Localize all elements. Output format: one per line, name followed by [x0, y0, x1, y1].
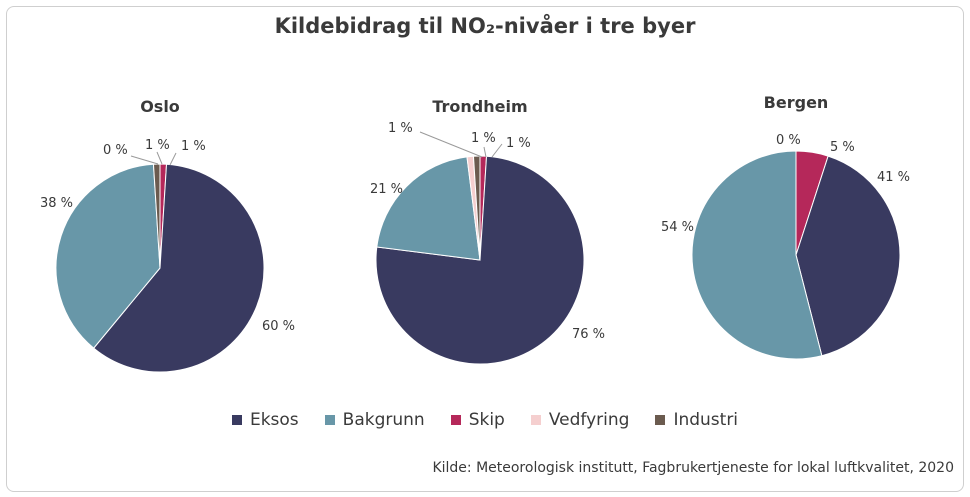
data-label-oslo-vedfyring: 0 %: [103, 143, 128, 158]
data-label-bergen-industri: 0 %: [776, 133, 801, 148]
leader-line-oslo-skip: [169, 152, 177, 166]
data-label-trondheim-skip: 1 %: [506, 136, 531, 151]
legend-label-industri: Industri: [673, 410, 739, 430]
data-label-bergen-bakgrunn: 54 %: [661, 220, 694, 235]
data-label-oslo-bakgrunn: 38 %: [40, 196, 73, 211]
data-label-trondheim-bakgrunn: 21 %: [370, 182, 403, 197]
legend: Eksos Bakgrunn Skip Vedfyring Industri: [0, 410, 970, 430]
chart-title: Kildebidrag til NO₂-nivåer i tre byer: [274, 14, 696, 38]
legend-label-eksos: Eksos: [249, 410, 299, 430]
legend-label-vedfyring: Vedfyring: [548, 410, 630, 430]
legend-swatch-industri: [655, 415, 666, 425]
leader-line-trondheim-skip: [491, 143, 503, 158]
data-label-trondheim-vedfyring: 1 %: [388, 121, 413, 136]
pie-title-oslo: Oslo: [140, 97, 180, 116]
legend-swatch-vedfyring: [530, 415, 541, 425]
data-label-oslo-eksos: 60 %: [262, 319, 295, 334]
data-label-bergen-skip: 5 %: [830, 140, 855, 155]
slice-bergen-bakgrunn: [691, 150, 823, 360]
leader-line-oslo-industri: [156, 151, 163, 165]
pie-title-bergen: Bergen: [764, 93, 829, 112]
leader-line-oslo-vedfyring: [130, 155, 159, 165]
leader-line-trondheim-industri: [483, 146, 487, 158]
legend-item-vedfyring: Vedfyring: [530, 410, 630, 430]
pie-oslo: Oslo 60 % 38 % 1 % 0 % 1 %: [40, 97, 295, 373]
pie-title-trondheim: Trondheim: [432, 97, 527, 116]
data-label-bergen-eksos: 41 %: [877, 170, 910, 185]
legend-swatch-skip: [450, 415, 461, 425]
slice-oslo-eksos: [93, 163, 265, 373]
pie-bergen: Bergen 41 % 54 % 5 % 0 %: [661, 93, 910, 360]
pie-trondheim: Trondheim 76 % 21 % 1 % 1 % 1 %: [370, 97, 605, 365]
data-label-oslo-industri: 1 %: [145, 138, 170, 153]
data-label-trondheim-eksos: 76 %: [572, 327, 605, 342]
legend-label-skip: Skip: [468, 410, 505, 430]
slice-trondheim-bakgrunn: [376, 156, 481, 261]
data-label-trondheim-industri: 1 %: [471, 131, 496, 146]
legend-item-skip: Skip: [450, 410, 505, 430]
legend-item-eksos: Eksos: [231, 410, 299, 430]
legend-swatch-eksos: [231, 415, 242, 425]
legend-item-bakgrunn: Bakgrunn: [324, 410, 425, 430]
legend-item-industri: Industri: [655, 410, 738, 430]
data-label-oslo-skip: 1 %: [181, 139, 206, 154]
legend-swatch-bakgrunn: [324, 415, 335, 425]
leader-line-trondheim-vedfyring: [419, 131, 483, 158]
legend-label-bakgrunn: Bakgrunn: [342, 410, 425, 430]
source-note: Kilde: Meteorologisk institutt, Fagbruke…: [432, 460, 954, 476]
slice-bergen-eksos: [795, 155, 901, 357]
slice-oslo-bakgrunn: [55, 163, 161, 349]
